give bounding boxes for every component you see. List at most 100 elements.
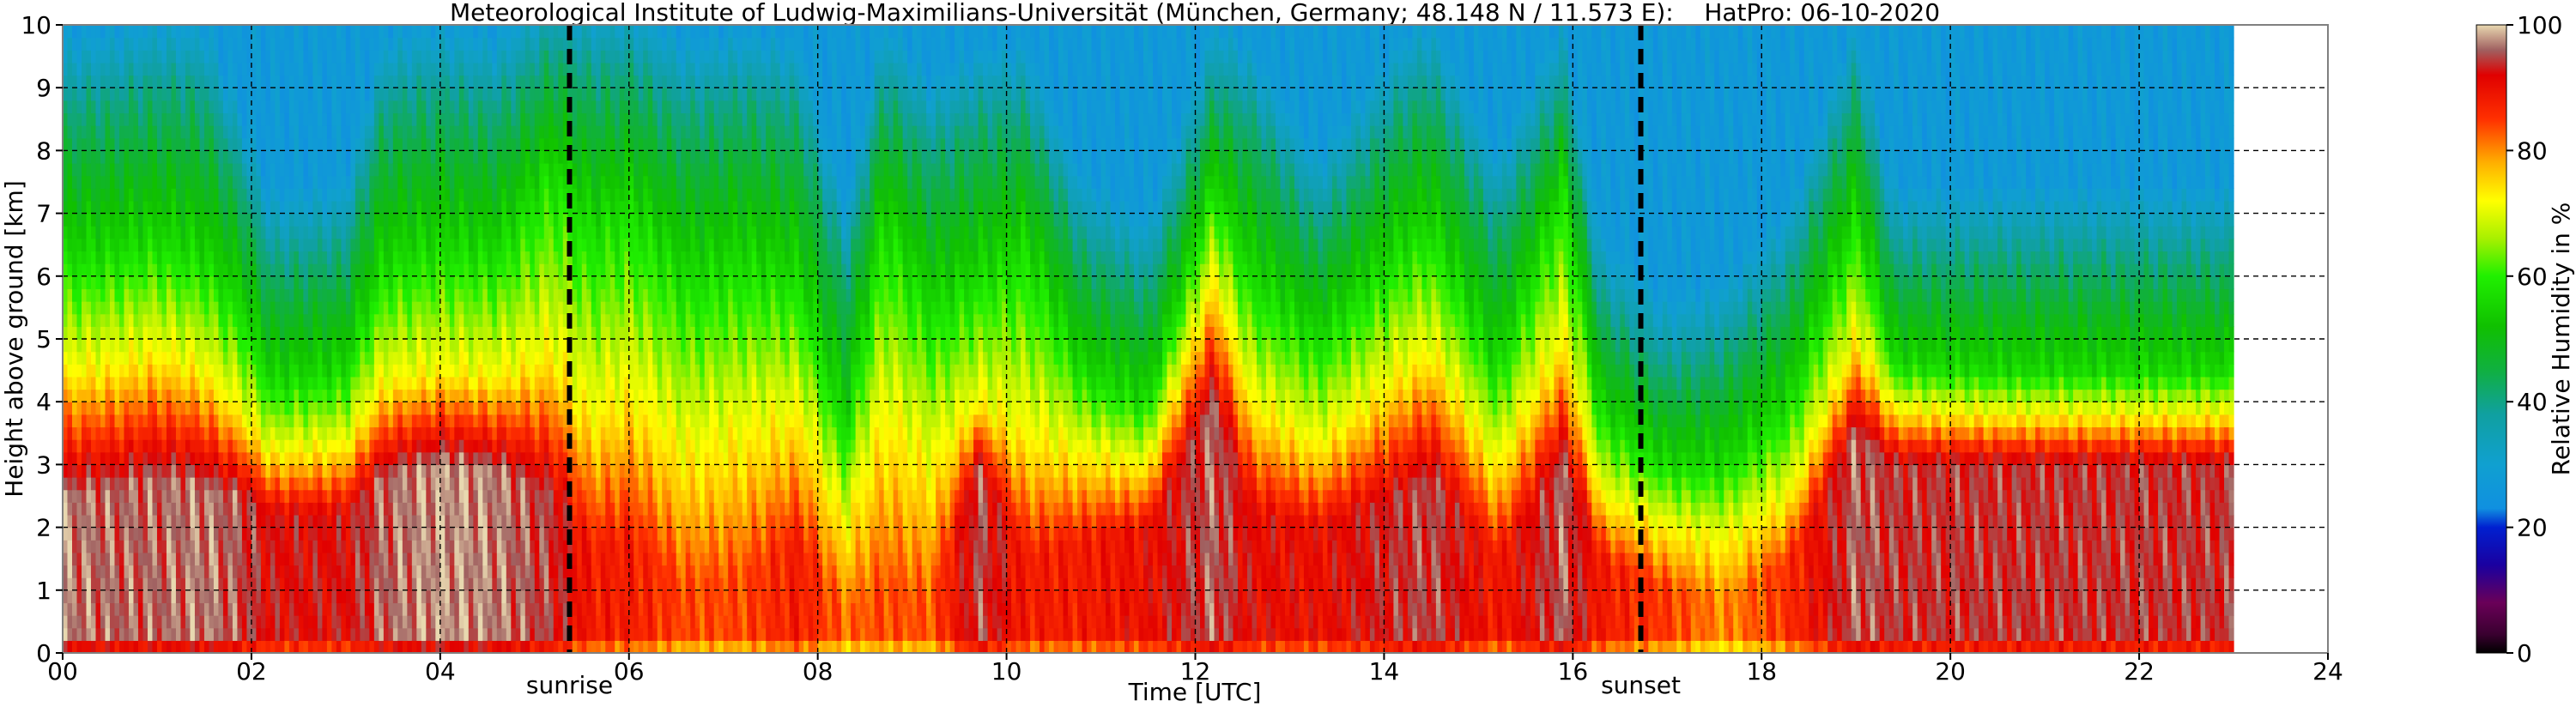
- heatmap-cell: [195, 188, 200, 201]
- heatmap-cell: [86, 402, 91, 414]
- heatmap-cell: [242, 314, 247, 327]
- heatmap-cell: [157, 76, 162, 88]
- heatmap-cell: [289, 515, 294, 528]
- heatmap-cell: [142, 251, 148, 264]
- heatmap-cell: [223, 214, 228, 227]
- heatmap-cell: [397, 288, 403, 301]
- heatmap-cell: [86, 515, 91, 528]
- heatmap-cell: [501, 239, 506, 251]
- heatmap-cell: [497, 288, 502, 301]
- heatmap-cell: [185, 352, 191, 365]
- heatmap-cell: [82, 76, 87, 88]
- heatmap-cell: [124, 464, 129, 477]
- heatmap-cell: [384, 263, 389, 276]
- heatmap-cell: [520, 201, 525, 214]
- heatmap-cell: [195, 439, 200, 452]
- heatmap-cell: [303, 628, 308, 641]
- heatmap-cell: [256, 364, 261, 377]
- heatmap-cell: [464, 326, 469, 339]
- heatmap-cell: [497, 553, 502, 565]
- heatmap-cell: [105, 464, 110, 477]
- heatmap-cell: [469, 640, 474, 653]
- heatmap-cell: [520, 239, 525, 251]
- heatmap-cell: [148, 301, 153, 314]
- heatmap-cell: [176, 414, 181, 427]
- heatmap-cell: [346, 25, 351, 38]
- heatmap-cell: [384, 390, 389, 402]
- heatmap-cell: [440, 628, 445, 641]
- heatmap-cell: [355, 38, 361, 51]
- heatmap-cell: [473, 640, 478, 653]
- heatmap-cell: [450, 176, 455, 189]
- heatmap-cell: [275, 314, 280, 327]
- heatmap-cell: [129, 214, 134, 227]
- heatmap-cell: [204, 628, 209, 641]
- heatmap-cell: [76, 640, 82, 653]
- heatmap-cell: [265, 590, 270, 603]
- heatmap-cell: [204, 414, 209, 427]
- heatmap-cell: [327, 528, 332, 541]
- heatmap-cell: [124, 628, 129, 641]
- heatmap-cell: [450, 490, 455, 503]
- heatmap-cell: [284, 326, 289, 339]
- heatmap-cell: [124, 214, 129, 227]
- heatmap-cell: [171, 553, 176, 565]
- heatmap-cell: [327, 314, 332, 327]
- heatmap-cell: [100, 590, 106, 603]
- heatmap-cell: [516, 263, 521, 276]
- heatmap-cell: [214, 188, 219, 201]
- heatmap-cell: [445, 502, 450, 515]
- heatmap-cell: [303, 50, 308, 63]
- heatmap-cell: [450, 251, 455, 264]
- heatmap-cell: [261, 352, 266, 365]
- heatmap-cell: [242, 76, 247, 88]
- heatmap-cell: [82, 288, 87, 301]
- heatmap-cell: [105, 377, 110, 390]
- heatmap-cell: [152, 377, 157, 390]
- heatmap-cell: [482, 88, 488, 100]
- heatmap-cell: [252, 502, 257, 515]
- heatmap-cell: [478, 176, 483, 189]
- heatmap-cell: [100, 377, 106, 390]
- heatmap-cell: [525, 76, 530, 88]
- heatmap-cell: [242, 339, 247, 352]
- heatmap-cell: [350, 477, 355, 490]
- heatmap-cell: [501, 125, 506, 138]
- heatmap-cell: [72, 76, 77, 88]
- heatmap-cell: [431, 377, 436, 390]
- heatmap-cell: [119, 553, 124, 565]
- heatmap-cell: [214, 150, 219, 163]
- heatmap-cell: [473, 76, 478, 88]
- heatmap-cell: [100, 226, 106, 239]
- heatmap-cell: [190, 464, 195, 477]
- heatmap-cell: [242, 528, 247, 541]
- heatmap-cell: [454, 602, 459, 615]
- heatmap-cell: [318, 577, 323, 590]
- heatmap-cell: [407, 38, 412, 51]
- heatmap-cell: [331, 163, 336, 176]
- heatmap-cell: [318, 138, 323, 151]
- heatmap-cell: [227, 76, 233, 88]
- heatmap-cell: [124, 364, 129, 377]
- heatmap-cell: [195, 490, 200, 503]
- heatmap-cell: [365, 577, 370, 590]
- heatmap-cell: [256, 464, 261, 477]
- heatmap-cell: [209, 239, 214, 251]
- heatmap-cell: [256, 288, 261, 301]
- heatmap-cell: [478, 38, 483, 51]
- heatmap-cell: [233, 553, 238, 565]
- heatmap-cell: [312, 314, 318, 327]
- heatmap-cell: [450, 88, 455, 100]
- heatmap-cell: [261, 628, 266, 641]
- heatmap-cell: [530, 477, 535, 490]
- heatmap-cell: [426, 314, 431, 327]
- heatmap-cell: [119, 352, 124, 365]
- heatmap-cell: [138, 577, 143, 590]
- heatmap-cell: [133, 352, 138, 365]
- heatmap-cell: [185, 452, 191, 465]
- heatmap-cell: [76, 464, 82, 477]
- heatmap-cell: [133, 76, 138, 88]
- heatmap-cell: [308, 276, 313, 289]
- heatmap-cell: [142, 88, 148, 100]
- heatmap-cell: [327, 112, 332, 125]
